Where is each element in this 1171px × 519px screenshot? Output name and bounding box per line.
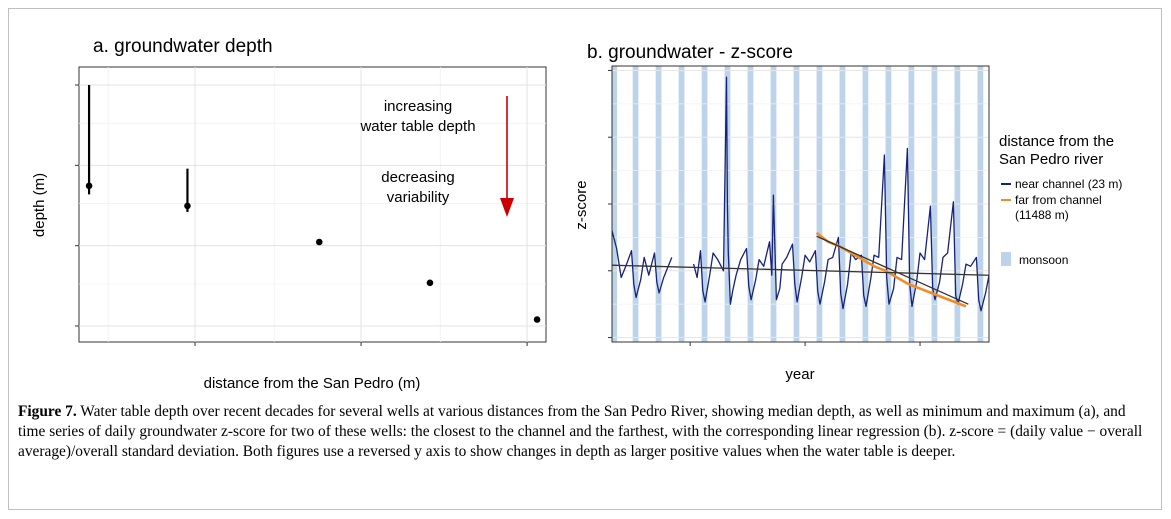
figure-caption: Figure 7. Water table depth over recent … — [18, 402, 1153, 462]
panel-a: a. groundwater depth increasing water ta… — [31, 36, 547, 392]
panel-a-ticks — [75, 84, 528, 346]
regression-line — [816, 235, 969, 305]
annotation-variability: variability — [387, 189, 450, 206]
median-depth-point — [85, 182, 93, 190]
regression-line — [611, 264, 990, 276]
caption-label: Figure 7. — [18, 403, 77, 420]
panel-b: b. groundwater - z-score year z-score di… — [573, 42, 1122, 383]
median-depth-point — [315, 238, 323, 246]
panel-b-grid — [612, 69, 989, 339]
annotation-decreasing: decreasing — [381, 169, 454, 186]
median-depth-point — [426, 279, 434, 287]
panel-a-ylabel: depth (m) — [31, 173, 48, 237]
panel-b-legend: distance from the San Pedro river near c… — [999, 133, 1122, 267]
figure-frame — [8, 8, 1162, 510]
annotation-water-table-depth: water table depth — [359, 118, 475, 135]
legend-label-near-channel: near channel (23 m) — [1015, 177, 1122, 191]
panel-a-marks — [85, 85, 541, 323]
panel-b-lines — [611, 76, 990, 312]
legend-label-far-channel: far from channel — [1015, 193, 1102, 207]
caption-text: Water table depth over recent decades fo… — [18, 403, 1143, 460]
median-depth-point — [184, 202, 191, 210]
panel-b-title: b. groundwater - z-score — [587, 42, 793, 63]
red-arrow — [500, 96, 514, 217]
near-channel-series-line — [611, 230, 673, 299]
median-depth-point — [533, 316, 541, 323]
annotation-increasing: increasing — [384, 98, 452, 115]
panel-a-xlabel: distance from the San Pedro (m) — [204, 375, 421, 392]
legend-key-monsoon — [1001, 252, 1011, 266]
legend-title-line1: distance from the — [999, 133, 1114, 150]
panel-a-grid — [79, 67, 546, 342]
charts-canvas: a. groundwater depth increasing water ta… — [31, 36, 1122, 392]
panel-b-xlabel: year — [785, 366, 814, 383]
panel-a-title: a. groundwater depth — [93, 36, 273, 57]
legend-label-monsoon: monsoon — [1019, 253, 1068, 267]
panel-b-ticks — [608, 69, 921, 346]
panel-a-plot-area — [78, 66, 547, 343]
legend-label-far-channel-distance: (11488 m) — [1015, 208, 1069, 222]
legend-title-line2: San Pedro river — [999, 151, 1103, 168]
panel-b-ylabel: z-score — [573, 180, 590, 229]
